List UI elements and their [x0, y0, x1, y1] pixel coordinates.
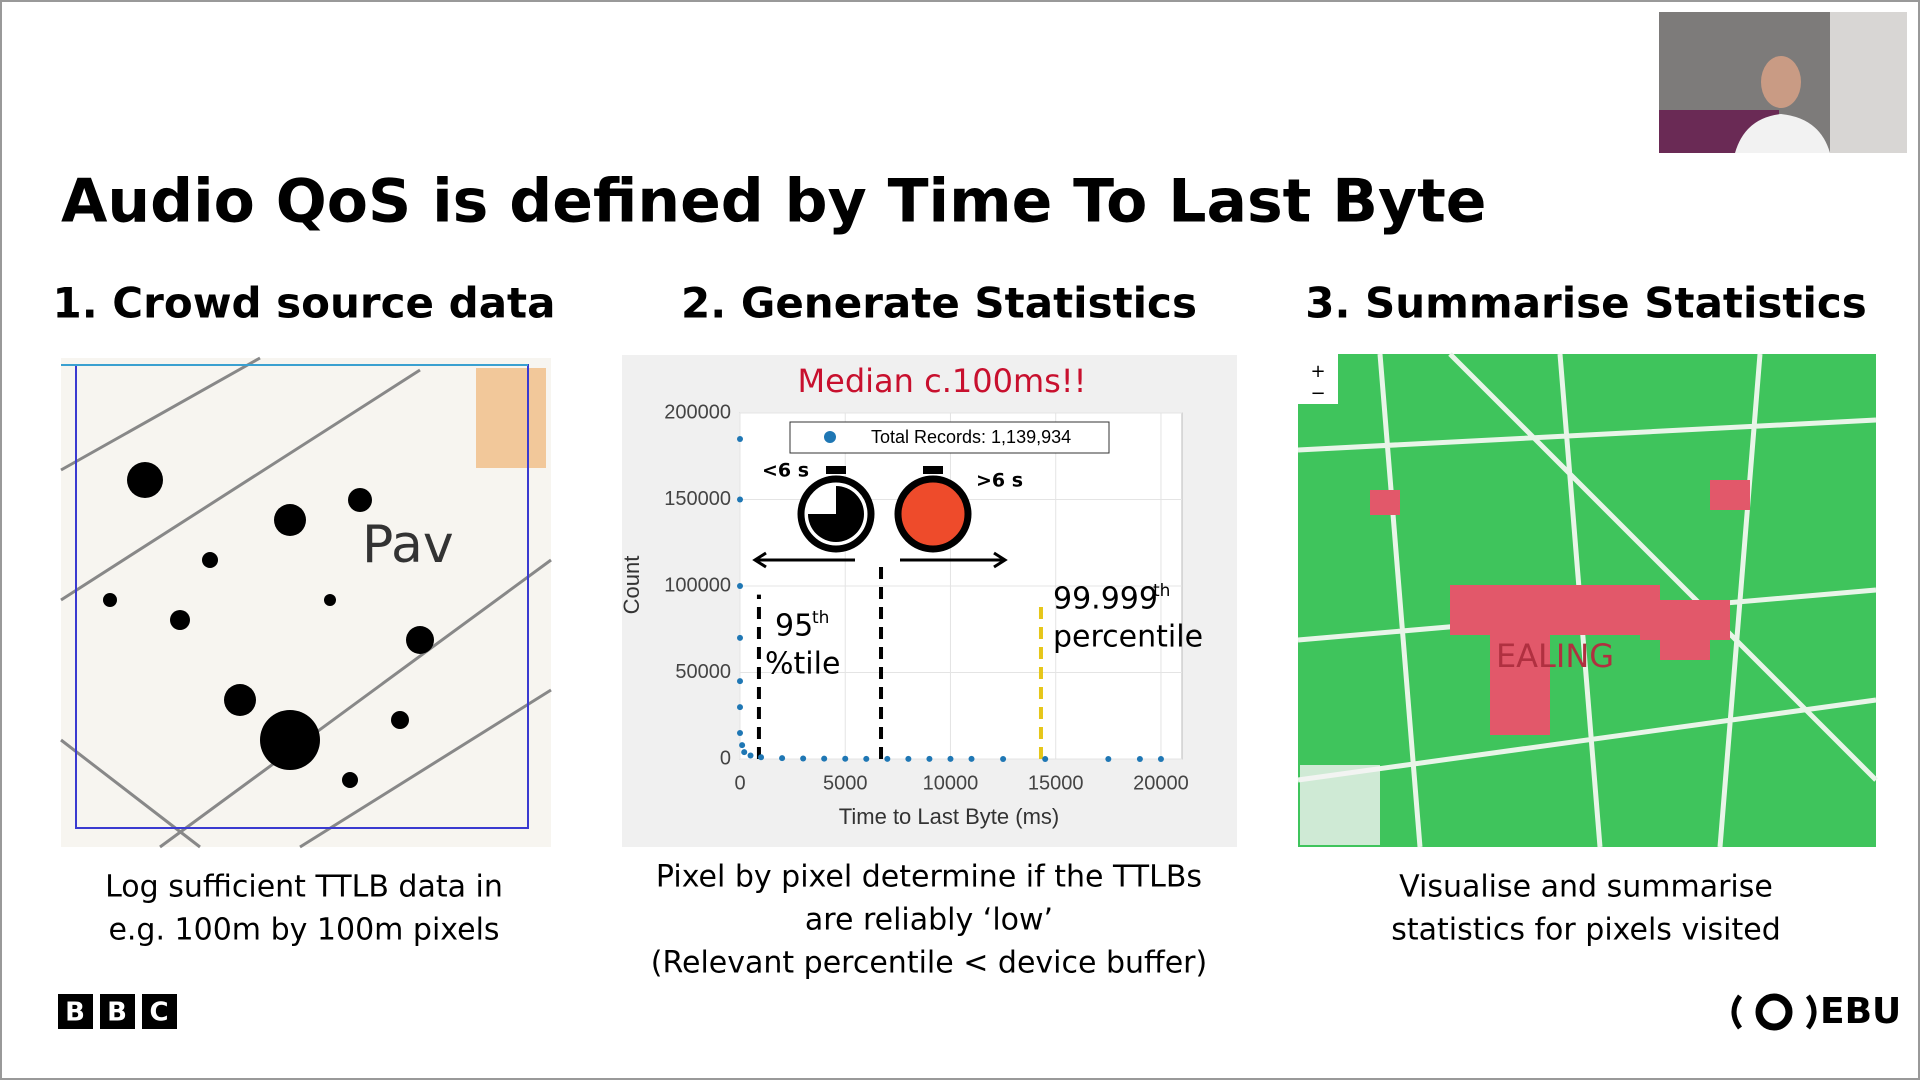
svg-text:−: −	[1310, 383, 1325, 404]
y-tick-label: 0	[720, 747, 731, 769]
data-point	[1000, 755, 1007, 762]
x-tick-label: 10000	[923, 772, 979, 794]
logo-text: EBU	[1820, 991, 1901, 1032]
logo-letter: B	[65, 998, 85, 1028]
annotation: 99.999	[1053, 582, 1158, 617]
data-point	[737, 583, 743, 589]
data-point	[1042, 755, 1049, 762]
chart-headline: Median c.100ms!!	[798, 362, 1087, 400]
annotation: <6 s	[762, 460, 809, 482]
y-tick-label: 100000	[664, 574, 731, 596]
crowd-map: Pav	[60, 356, 552, 849]
data-point	[758, 754, 765, 761]
caption: Visualise and summarise	[1399, 870, 1773, 905]
caption: are reliably ‘low’	[805, 903, 1053, 938]
data-point	[737, 730, 743, 737]
y-tick-label: 50000	[675, 661, 731, 683]
logo-letter: B	[107, 998, 127, 1028]
column-heading: 2. Generate Statistics	[681, 279, 1197, 328]
logo-letter: C	[149, 998, 168, 1028]
annotation: percentile	[1053, 620, 1203, 655]
chart: 0 50000 100000 150000 200000 0 5000 10000 15000 2…	[664, 401, 1189, 794]
annotation-sup: th	[1153, 581, 1170, 601]
data-point	[1136, 755, 1143, 762]
annotation: %tile	[765, 647, 840, 682]
data-point	[1105, 755, 1112, 762]
data-point	[842, 755, 849, 762]
ebu-logo: EBU	[1731, 991, 1901, 1032]
data-point	[779, 755, 786, 762]
legend-label: Total Records: 1,139,934	[871, 427, 1071, 447]
caption: statistics for pixels visited	[1391, 913, 1781, 948]
legend	[789, 421, 1110, 454]
data-point	[926, 755, 933, 762]
data-point	[737, 496, 743, 503]
data-point	[737, 678, 743, 685]
data-point	[737, 435, 743, 442]
y-tick-label: 200000	[664, 401, 731, 423]
column-heading: 1. Crowd source data	[53, 279, 556, 328]
caption: Log sufficient TTLB data in	[105, 870, 503, 905]
data-point	[968, 755, 975, 762]
caption: Pixel by pixel determine if the TTLBs	[656, 860, 1202, 895]
data-point	[737, 634, 743, 641]
stopwatch-icons	[752, 466, 1008, 569]
x-axis-label: Time to Last Byte (ms)	[839, 804, 1059, 829]
data-point	[800, 755, 807, 762]
map-label: EALING	[1496, 637, 1614, 675]
data-point	[1157, 755, 1164, 762]
data-point	[741, 749, 748, 756]
svg-text:+: +	[1310, 361, 1325, 382]
caption: (Relevant percentile < device buffer)	[651, 946, 1207, 981]
column-heading: 3. Summarise Statistics	[1305, 279, 1867, 328]
slide-title: Audio QoS is defined by Time To Last Byt…	[61, 167, 1486, 237]
annotation: 95	[775, 609, 813, 644]
legend-marker	[824, 431, 836, 443]
x-tick-label: 5000	[823, 772, 868, 794]
data-point	[821, 755, 828, 762]
data-point	[739, 742, 746, 749]
annotation: >6 s	[976, 470, 1023, 492]
summary-map: + − EALING	[1297, 352, 1878, 848]
y-axis-label: Count	[619, 556, 644, 615]
bbc-logo: B B C	[58, 994, 177, 1029]
webcam	[1659, 12, 1907, 153]
data-point	[747, 752, 754, 759]
data-point	[863, 755, 870, 762]
map-label: Pav	[362, 515, 454, 575]
x-tick-label: 15000	[1028, 772, 1084, 794]
x-tick-label: 0	[734, 772, 745, 794]
data-point	[947, 755, 954, 762]
x-tick-label: 20000	[1133, 772, 1189, 794]
caption: e.g. 100m by 100m pixels	[108, 913, 499, 948]
y-tick-label: 150000	[664, 488, 731, 510]
annotation-sup: th	[812, 608, 829, 628]
data-point	[884, 755, 891, 762]
data-point	[737, 704, 743, 711]
data-point	[905, 755, 912, 762]
